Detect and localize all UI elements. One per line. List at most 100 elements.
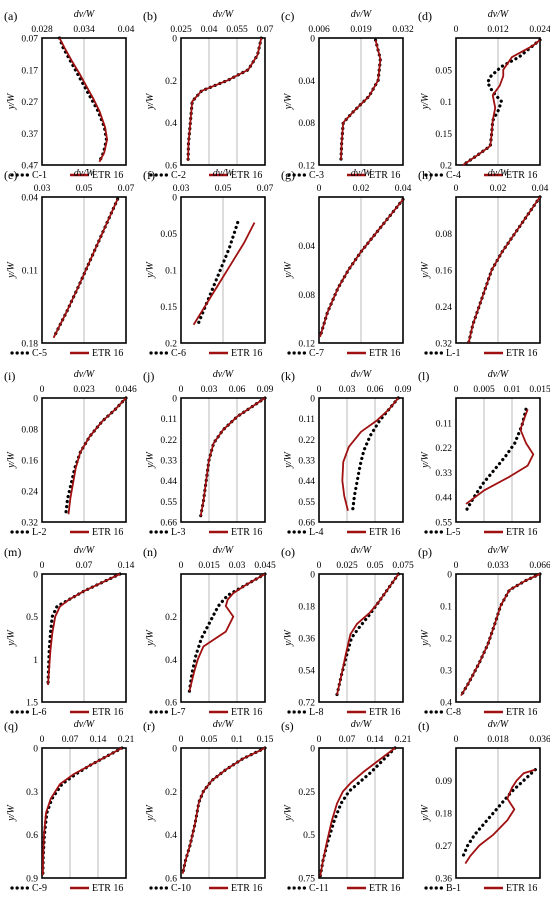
y-tick-label: 0.04 xyxy=(298,77,315,87)
x-tick-label: 0.21 xyxy=(395,735,412,745)
chart-panel: (c) dv/W y/W 0.006 0.019 0.032 0 0.04 0.08 0.12C-… xyxy=(281,9,414,181)
y-tick-label: 0.5 xyxy=(26,613,38,623)
legend: C-2 ETR 16 xyxy=(149,170,262,181)
series-model-line xyxy=(319,198,404,338)
plot-frame xyxy=(41,747,127,879)
series-model-line xyxy=(465,408,535,505)
plot-frame xyxy=(41,573,127,703)
y-tick-label: 0.08 xyxy=(298,119,315,129)
y-tick-label: 0.4 xyxy=(165,656,177,666)
chart-panel: (h) dv/W y/W 0 0.02 0.04 0.08 0.16 0.24 0.32L-1 ET… xyxy=(418,168,549,359)
panel-label: (g) xyxy=(281,168,295,182)
y-tick-label: 0 xyxy=(172,745,177,755)
y-axis-title: y/W xyxy=(283,261,294,279)
x-tick-label: 0.07 xyxy=(76,561,93,571)
legend-model-label: ETR 16 xyxy=(506,348,537,359)
x-tick-label: 0.09 xyxy=(257,385,274,395)
x-axis-title: dv/W xyxy=(488,545,510,556)
legend-measured-label: L-1 xyxy=(446,348,460,359)
series-model-line xyxy=(462,39,541,166)
x-tick-label: 0.03 xyxy=(173,184,190,194)
legend-model-label: ETR 16 xyxy=(506,883,537,894)
legend-measured-label: C-10 xyxy=(171,883,191,894)
y-tick-label: 0.6 xyxy=(165,699,177,709)
y-axis-title: y/W xyxy=(145,629,156,647)
y-tick-label: 0 xyxy=(447,571,452,581)
plot-frame xyxy=(180,37,266,166)
y-tick-label: 0.22 xyxy=(298,436,315,446)
legend: C-10 ETR 16 xyxy=(149,883,262,894)
panel-label: (o) xyxy=(281,545,295,559)
series-measured-line xyxy=(187,572,267,693)
x-tick-label: 0.005 xyxy=(473,385,495,395)
legend: C-3 ETR 16 xyxy=(287,170,400,181)
legend: L-3 ETR 16 xyxy=(149,527,262,538)
x-tick-label: 0.07 xyxy=(62,735,79,745)
chart-panel: (m) dv/W y/W 0 0.07 0.14 0 0.5 1 1.5L-6 ETR 16 xyxy=(4,545,135,718)
legend-model-label: ETR 16 xyxy=(369,170,400,181)
x-axis-title: dv/W xyxy=(488,9,510,20)
y-tick-label: 0 xyxy=(310,745,315,755)
x-tick-label: 0.05 xyxy=(201,735,218,745)
legend-model-label: ETR 16 xyxy=(369,348,400,359)
plot-frame xyxy=(180,747,266,879)
series-model-line xyxy=(58,37,108,163)
y-tick-label: 0.22 xyxy=(160,436,177,446)
x-tick-label: 0.1 xyxy=(231,735,243,745)
y-tick-label: 0.11 xyxy=(22,267,39,277)
series-model-line xyxy=(467,196,541,344)
legend-measured-label: C-8 xyxy=(446,707,461,718)
series-model-line xyxy=(199,397,266,517)
x-tick-label: 0.04 xyxy=(118,25,135,35)
plot-frame xyxy=(318,37,404,166)
x-axis-title: dv/W xyxy=(351,9,373,20)
chart-panel: (g) dv/W y/W 0 0.02 0.04 0.04 0.08 0.12C-7 ETR 16 xyxy=(281,168,412,359)
legend-measured-label: L-8 xyxy=(309,707,323,718)
y-tick-label: 1.5 xyxy=(26,699,38,709)
x-tick-label: 0 xyxy=(317,735,322,745)
y-axis-title: y/W xyxy=(283,92,294,110)
x-tick-label: 0 xyxy=(454,385,459,395)
chart-panel: (r) dv/W y/W 0 0.05 0.1 0.15 0 0.2 0.4 0.6C-10 ETR … xyxy=(143,719,274,894)
legend-measured-label: L-5 xyxy=(446,527,460,538)
series-measured-line xyxy=(464,407,528,513)
y-axis-title: y/W xyxy=(6,804,17,822)
legend-measured-label: L-4 xyxy=(309,527,323,538)
legend-model-label: ETR 16 xyxy=(92,883,123,894)
chart-panel: (d) dv/W y/W 0 0.012 0.024 0.05 0.1 0.15 0.2C-4 ET… xyxy=(418,9,550,181)
legend-model-label: ETR 16 xyxy=(231,527,262,538)
y-axis-title: y/W xyxy=(420,451,431,469)
y-tick-label: 0.44 xyxy=(298,477,315,487)
y-tick-label: 0.2 xyxy=(165,613,177,623)
x-tick-label: 0.045 xyxy=(254,561,276,571)
y-tick-label: 0.47 xyxy=(21,162,38,172)
chart-panel: (a) dv/W y/W 0.028 0.034 0.04 0.07 0.17 0.27 0.37… xyxy=(4,9,135,181)
y-tick-label: 0.44 xyxy=(160,477,177,487)
series-measured-line xyxy=(57,36,109,164)
y-tick-label: 0 xyxy=(33,571,38,581)
series-model-line xyxy=(47,573,121,685)
x-tick-label: 0.14 xyxy=(367,735,384,745)
legend-model-label: ETR 16 xyxy=(92,707,123,718)
y-axis-title: y/W xyxy=(420,261,431,279)
y-axis-title: y/W xyxy=(283,451,294,469)
panel-label: (c) xyxy=(281,9,294,23)
y-tick-label: 0.27 xyxy=(21,98,38,108)
legend: L-6 ETR 16 xyxy=(10,707,123,718)
x-tick-label: 0 xyxy=(179,735,184,745)
x-axis-title: dv/W xyxy=(488,719,510,730)
x-tick-label: 0.023 xyxy=(73,385,95,395)
legend: B-1 ETR 16 xyxy=(424,883,537,894)
legend-measured-label: L-7 xyxy=(171,707,185,718)
y-tick-label: 0.18 xyxy=(298,603,315,613)
y-tick-label: 0.2 xyxy=(165,788,177,798)
legend: L-4 ETR 16 xyxy=(287,527,400,538)
x-tick-label: 0.02 xyxy=(490,184,507,194)
legend-model-label: ETR 16 xyxy=(231,707,262,718)
x-tick-label: 0 xyxy=(179,385,184,395)
series-model-line xyxy=(187,37,263,161)
x-tick-label: 0.05 xyxy=(76,184,93,194)
panel-label: (j) xyxy=(143,369,154,383)
legend: C-4 ETR 16 xyxy=(424,170,537,181)
legend: C-1 ETR 16 xyxy=(10,170,123,181)
